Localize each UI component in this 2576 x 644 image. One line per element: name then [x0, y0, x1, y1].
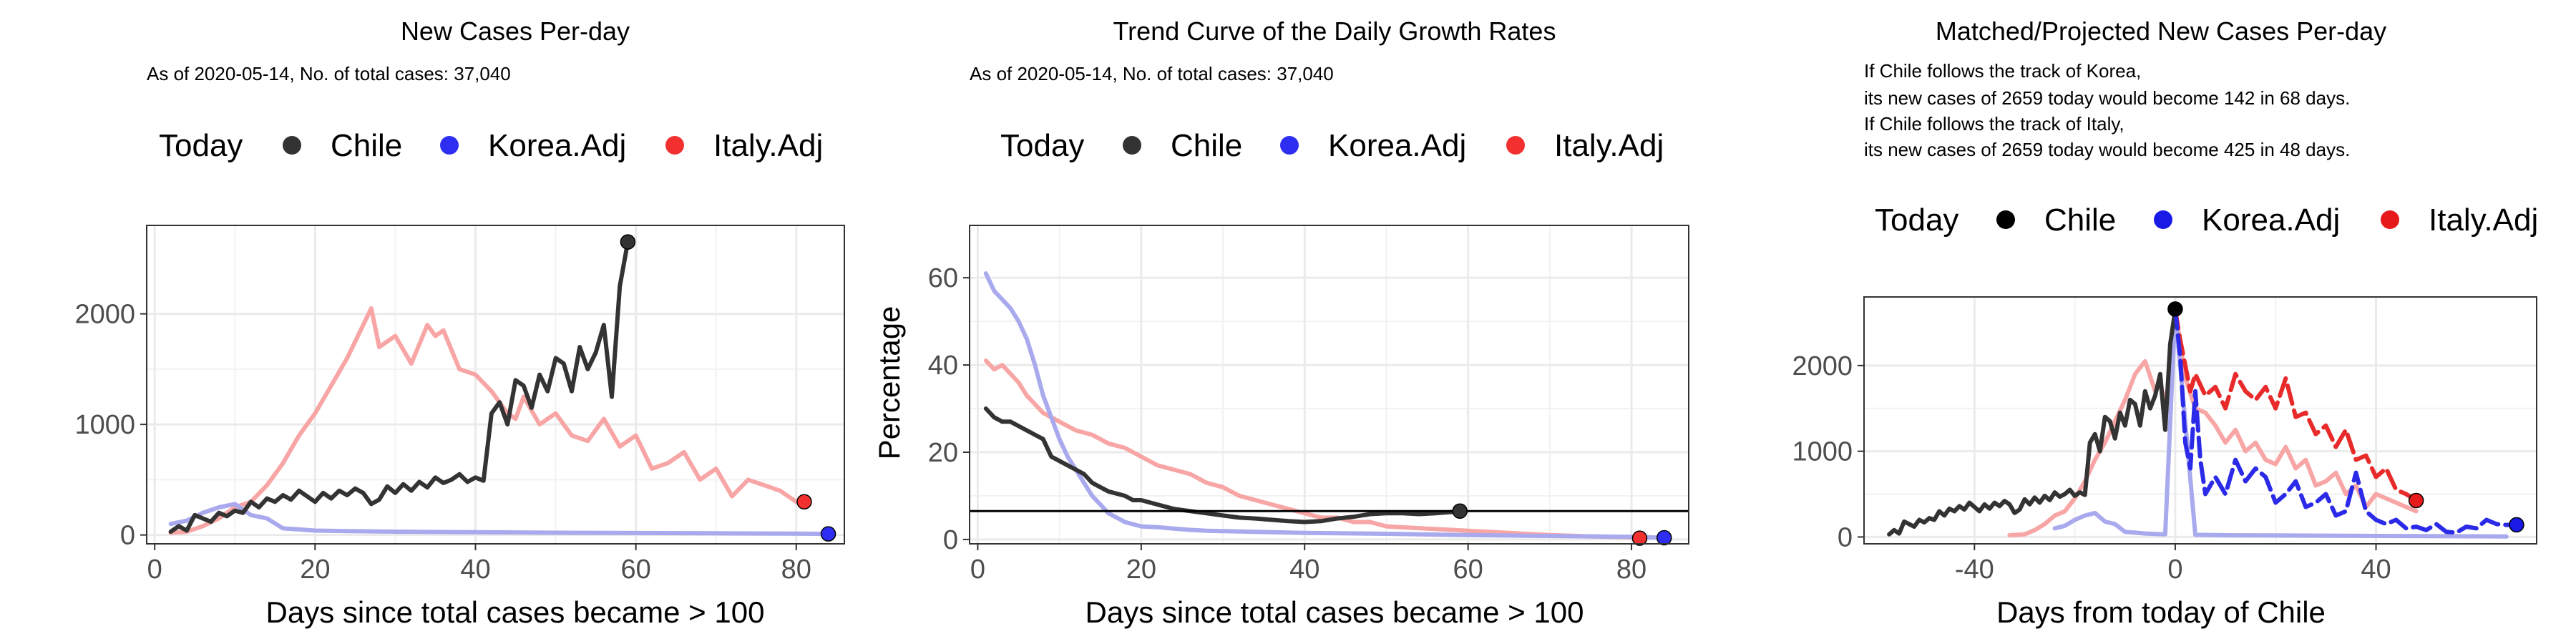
legend-title: Today [1000, 128, 1084, 163]
today-point-chile [2167, 301, 2183, 317]
plot-area: 0 20 40 60 80 0 20 40 60 [928, 225, 1689, 585]
x-axis-title: Days from today of Chile [1996, 595, 2326, 629]
y-tick-label: 2000 [74, 300, 135, 330]
legend-title: Today [159, 128, 243, 163]
x-axis-title: Days since total cases became > 100 [266, 595, 765, 629]
legend-label-chile: Chile [2044, 203, 2116, 238]
legend: Today Chile Korea.Adj Italy.Adj [1000, 128, 1664, 163]
legend-marker-korea [440, 136, 459, 155]
annotation-line-4: its new cases of 2659 today would become… [1864, 139, 2350, 160]
series-line-italy-adj [168, 306, 799, 535]
gridlines [970, 225, 1689, 544]
legend-label-italy: Italy.Adj [2429, 203, 2538, 238]
legend-label-italy: Italy.Adj [1554, 128, 1664, 163]
legend-label-korea: Korea.Adj [488, 128, 626, 163]
legend-label-chile: Chile [331, 128, 402, 163]
series-line-korea-adj [983, 271, 1667, 540]
series-lines [1887, 308, 2519, 539]
legend-marker-korea [2154, 210, 2172, 229]
panel-growth-rates: Trend Curve of the Daily Growth Rates As… [872, 16, 1664, 629]
x-tick-label: 60 [620, 555, 650, 585]
panel-new-cases: New Cases Per-day As of 2020-05-14, No. … [147, 16, 823, 629]
legend-marker-italy [1506, 136, 1525, 155]
x-tick-label: 0 [970, 555, 985, 585]
plot-border [1863, 296, 2537, 545]
y-tick-label: 60 [928, 263, 958, 293]
legend-title: Today [1875, 203, 1958, 238]
today-point-italy-adj [1631, 530, 1648, 546]
y-tick-label: 1000 [1792, 437, 1853, 467]
today-point-korea-adj [1656, 530, 1672, 546]
x-tick-label: 80 [781, 555, 811, 585]
chart-subtitle: As of 2020-05-14, No. of total cases: 37… [147, 63, 511, 84]
series-line-italy-adj-projected [2172, 308, 2419, 502]
legend-marker-italy [2381, 210, 2399, 229]
today-point-korea-adj [2509, 517, 2524, 533]
plot-background [147, 225, 844, 544]
series-line-chile [1887, 308, 2177, 537]
series-lines [168, 240, 831, 537]
plot-border [146, 225, 845, 545]
today-point-chile [620, 234, 636, 250]
legend-label-chile: Chile [1171, 128, 1242, 163]
x-axis-title: Days since total cases became > 100 [1085, 595, 1584, 629]
annotation-line-2: its new cases of 2659 today would become… [1864, 87, 2350, 109]
x-tick-label: 40 [460, 555, 490, 585]
y-axis-title: Percentage [872, 306, 906, 460]
x-tick-label: 80 [1616, 555, 1646, 585]
legend-marker-chile [1996, 210, 2015, 229]
x-tick-label: 60 [1453, 555, 1483, 585]
annotation-line-1: If Chile follows the track of Korea, [1864, 60, 2141, 82]
series-line-korea-adj [168, 502, 831, 537]
series-line-chile [168, 240, 630, 534]
legend-label-korea: Korea.Adj [1328, 128, 1466, 163]
series-line-chile [983, 406, 1463, 525]
plot-areas: 0 20 40 60 80 0 1000 2000 0 20 40 60 80 0 20 40 60 -40 0 40… [74, 225, 2537, 585]
series-line-korea-adj-matched [2052, 308, 2509, 539]
panel-projected: Matched/Projected New Cases Per-day If C… [1864, 16, 2538, 629]
x-tick-label: 20 [300, 555, 330, 585]
chart-title: New Cases Per-day [401, 16, 630, 46]
plot-area: 0 20 40 60 80 0 1000 2000 [74, 225, 845, 585]
legend-marker-chile [1123, 136, 1141, 155]
plot-border [969, 225, 1689, 545]
today-point-italy-adj [796, 494, 812, 510]
plot-background [1864, 297, 2537, 544]
chart-subtitle: As of 2020-05-14, No. of total cases: 37… [970, 63, 1334, 84]
x-tick-label: 40 [2361, 555, 2391, 585]
series-line-italy-adj [983, 358, 1642, 541]
series-line-korea-adj-projected [2172, 308, 2519, 535]
legend: Today Chile Korea.Adj Italy.Adj [159, 128, 823, 163]
annotation-line-3: If Chile follows the track of Italy, [1864, 113, 2124, 135]
legend-label-italy: Italy.Adj [713, 128, 823, 163]
chart-title: Matched/Projected New Cases Per-day [1936, 16, 2386, 46]
y-tick-label: 1000 [74, 410, 135, 440]
series-lines [983, 271, 1667, 541]
x-tick-label: 20 [1126, 555, 1156, 585]
legend: Today Chile Korea.Adj Italy.Adj [1875, 203, 2538, 238]
y-tick-label: 0 [943, 525, 958, 555]
y-tick-label: 0 [120, 521, 135, 551]
legend-label-korea: Korea.Adj [2202, 203, 2340, 238]
today-point-chile [1452, 503, 1468, 519]
legend-marker-korea [1280, 136, 1299, 155]
x-tick-label: 0 [2167, 555, 2182, 585]
chart-title: Trend Curve of the Daily Growth Rates [1113, 16, 1556, 46]
x-tick-label: -40 [1955, 555, 1994, 585]
x-tick-label: 0 [147, 555, 162, 585]
today-point-italy-adj [2408, 492, 2424, 509]
legend-marker-italy [665, 136, 684, 155]
y-tick-label: 0 [1838, 522, 1853, 552]
x-tick-label: 40 [1289, 555, 1319, 585]
y-tick-label: 20 [928, 438, 958, 468]
today-point-korea-adj [820, 526, 836, 542]
plot-area: -40 0 40 0 1000 2000 [1792, 296, 2537, 585]
legend-marker-chile [283, 136, 301, 155]
y-tick-label: 2000 [1792, 351, 1853, 381]
y-tick-label: 40 [928, 351, 958, 381]
